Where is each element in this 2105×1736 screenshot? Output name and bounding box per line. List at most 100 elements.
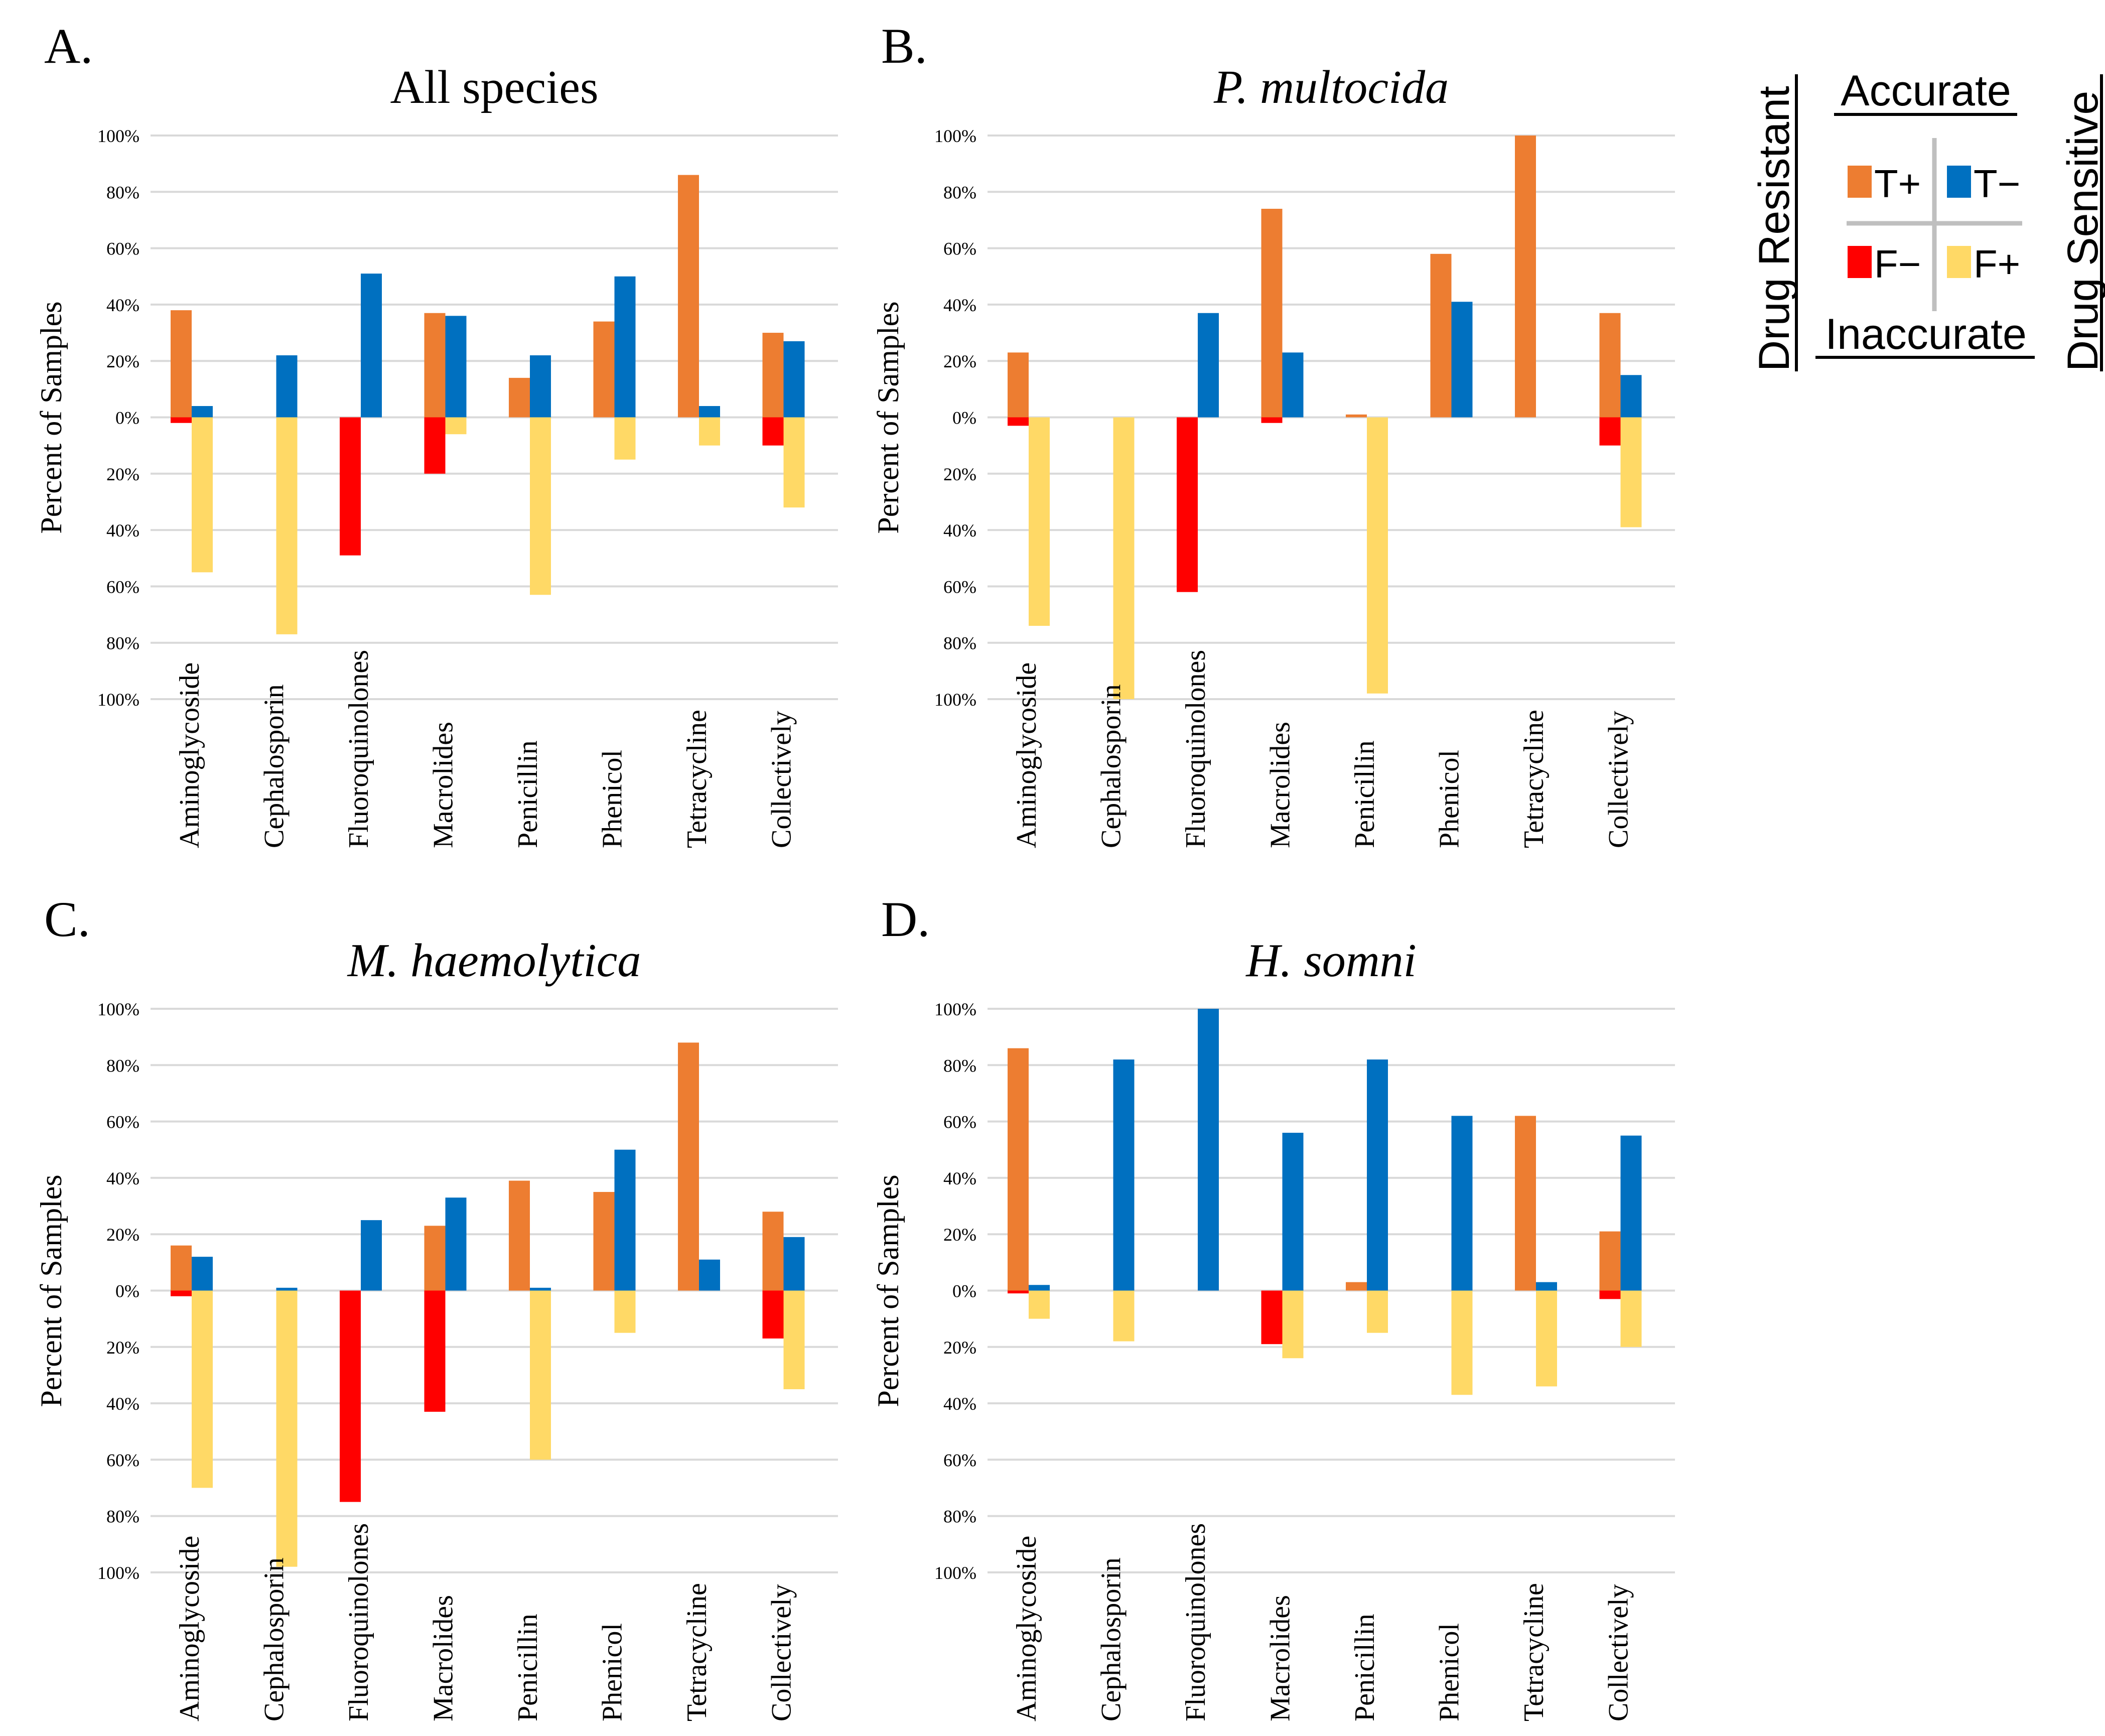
- bar-false-positive-cephalosporin: [1113, 1290, 1135, 1342]
- bar-true-positive-collectively: [1599, 313, 1621, 418]
- bar-true-negative-fluoroquinolones: [1198, 1009, 1219, 1291]
- legend-false-negative-label: F−: [1874, 242, 1921, 286]
- y-tick-label: 0%: [952, 408, 976, 428]
- bar-false-positive-cephalosporin: [1113, 417, 1135, 699]
- category-label-macrolides: Macrolides: [428, 722, 459, 848]
- y-tick-label: 20%: [943, 1225, 976, 1245]
- category-label-tetracycline: Tetracycline: [1518, 710, 1550, 848]
- bar-false-negative-macrolides: [424, 417, 446, 474]
- y-tick-label: 100%: [97, 126, 139, 146]
- bar-false-positive-aminoglycoside: [192, 417, 213, 573]
- category-label-collectively: Collectively: [766, 711, 797, 848]
- chart-title-d: H. somni: [1245, 934, 1416, 987]
- bar-false-negative-aminoglycoside: [171, 1290, 192, 1296]
- bar-false-positive-phenicol: [1451, 1290, 1473, 1395]
- y-tick-label: 80%: [106, 633, 139, 653]
- bar-true-negative-phenicol: [1451, 1116, 1473, 1291]
- bar-false-positive-collectively: [1620, 417, 1642, 527]
- bar-true-negative-collectively: [783, 341, 805, 418]
- bar-false-positive-collectively: [783, 417, 805, 508]
- y-tick-label: 80%: [106, 1055, 139, 1076]
- y-tick-label: 60%: [943, 239, 976, 259]
- category-label-tetracycline: Tetracycline: [1518, 1583, 1550, 1721]
- y-tick-label: 100%: [934, 999, 976, 1019]
- y-tick-label: 0%: [115, 1281, 139, 1301]
- bar-true-positive-collectively: [762, 333, 784, 418]
- y-axis-label: Percent of Samples: [35, 301, 68, 533]
- category-label-macrolides: Macrolides: [1265, 722, 1296, 848]
- bar-true-negative-phenicol: [614, 1149, 636, 1291]
- y-tick-label: 40%: [106, 295, 139, 315]
- y-tick-label: 60%: [943, 1450, 976, 1470]
- y-tick-label: 40%: [943, 1168, 976, 1188]
- chart-title-a: All species: [390, 61, 598, 113]
- bar-true-positive-tetracycline: [678, 1042, 699, 1291]
- bar-true-positive-aminoglycoside: [171, 310, 192, 418]
- bar-true-positive-tetracycline: [1515, 136, 1536, 418]
- category-label-macrolides: Macrolides: [1265, 1595, 1296, 1721]
- y-tick-label: 60%: [106, 577, 139, 597]
- legend-false-positive-label: F+: [1974, 242, 2020, 286]
- bar-true-negative-cephalosporin: [1113, 1059, 1135, 1291]
- bar-true-positive-tetracycline: [678, 175, 699, 418]
- bar-true-negative-fluoroquinolones: [361, 274, 382, 418]
- bar-true-negative-fluoroquinolones: [361, 1220, 382, 1291]
- y-tick-label: 100%: [97, 690, 139, 710]
- bar-false-negative-collectively: [1599, 1290, 1621, 1299]
- legend-drug-resistant-label: Drug Resistant: [1750, 86, 1798, 371]
- y-tick-label: 40%: [943, 1394, 976, 1414]
- y-tick-label: 60%: [943, 1112, 976, 1132]
- bar-true-negative-aminoglycoside: [192, 406, 213, 418]
- category-label-phenicol: Phenicol: [597, 750, 628, 848]
- y-tick-label: 100%: [934, 690, 976, 710]
- bar-true-positive-macrolides: [424, 1226, 446, 1291]
- bar-false-positive-cephalosporin: [276, 1290, 298, 1567]
- bar-false-positive-tetracycline: [1536, 1290, 1557, 1387]
- y-tick-label: 40%: [943, 295, 976, 315]
- y-tick-label: 100%: [97, 999, 139, 1019]
- legend-true-positive-label: T+: [1874, 162, 1921, 206]
- bar-true-negative-penicillin: [1367, 1059, 1388, 1291]
- bar-true-negative-collectively: [783, 1237, 805, 1291]
- chart-panel-d: 100% 80% 60% 40% 20% 0% 20% 40% 60% 80% 100% Aminog…: [872, 891, 1675, 1721]
- y-tick-label: 80%: [106, 182, 139, 202]
- bar-true-negative-tetracycline: [699, 406, 720, 418]
- y-tick-label: 20%: [106, 464, 139, 484]
- y-axis-label: Percent of Samples: [35, 1174, 68, 1407]
- chart-title-c: M. haemolytica: [347, 934, 641, 987]
- category-label-cephalosporin: Cephalosporin: [1096, 684, 1127, 848]
- chart-panel-a: 100% 80% 60% 40% 20% 0% 20% 40% 60% 80% 100% Aminog…: [35, 18, 838, 848]
- bar-true-negative-cephalosporin: [276, 1287, 298, 1291]
- legend-true-negative-label: T−: [1974, 162, 2020, 206]
- y-tick-label: 20%: [943, 464, 976, 484]
- legend-swatch-false-positive: [1947, 246, 1971, 278]
- category-label-penicillin: Penicillin: [1349, 1614, 1380, 1721]
- category-label-macrolides: Macrolides: [428, 1595, 459, 1721]
- bar-true-negative-phenicol: [614, 276, 636, 418]
- bar-true-negative-macrolides: [445, 1197, 467, 1291]
- category-label-phenicol: Phenicol: [1434, 750, 1465, 848]
- bar-true-negative-cephalosporin: [276, 355, 298, 418]
- category-label-fluoroquinolones: Fluoroquinolones: [343, 1523, 374, 1721]
- bar-false-negative-macrolides: [1261, 1290, 1283, 1345]
- chart-title-b: P. multocida: [1213, 61, 1449, 113]
- y-tick-label: 60%: [106, 1450, 139, 1470]
- category-label-penicillin: Penicillin: [512, 1614, 543, 1721]
- bar-false-positive-macrolides: [1282, 1290, 1304, 1359]
- legend-accurate-label: Accurate: [1841, 67, 2011, 115]
- y-tick-label: 100%: [934, 1563, 976, 1583]
- chart-panels: 100% 80% 60% 40% 20% 0% 20% 40% 60% 80% 100% Aminog…: [35, 18, 1675, 1721]
- bar-true-positive-phenicol: [593, 321, 615, 418]
- bar-false-positive-tetracycline: [699, 417, 720, 446]
- bar-true-positive-penicillin: [1346, 1282, 1367, 1291]
- bar-false-positive-penicillin: [1367, 417, 1388, 694]
- bar-false-positive-phenicol: [614, 417, 636, 460]
- bar-true-negative-penicillin: [530, 355, 551, 418]
- category-label-fluoroquinolones: Fluoroquinolones: [1180, 1523, 1211, 1721]
- bar-false-negative-macrolides: [424, 1290, 446, 1412]
- y-tick-label: 20%: [943, 1338, 976, 1358]
- bar-true-negative-collectively: [1620, 375, 1642, 418]
- y-tick-label: 20%: [106, 351, 139, 371]
- category-label-tetracycline: Tetracycline: [681, 710, 713, 848]
- bar-false-negative-fluoroquinolones: [340, 1290, 361, 1502]
